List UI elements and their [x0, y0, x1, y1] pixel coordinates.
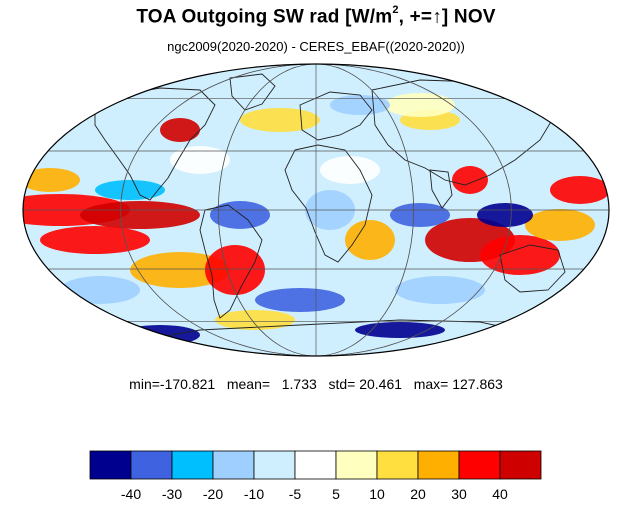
anomaly-patch: [320, 156, 380, 184]
colorbar-box: [130, 450, 173, 480]
colorbar-tick-label: 20: [410, 486, 426, 502]
coastline-india: [429, 169, 453, 209]
plot-subtitle: ngc2009(2020-2020) - CERES_EBAF((2020-20…: [167, 39, 465, 54]
colorbar-labels: -40 -30 -20 -10 -5 5 10 20 30 40: [121, 486, 508, 502]
map-outline: [22, 63, 610, 357]
stat-min-value: -170.821: [159, 376, 216, 392]
anomaly-patch: [345, 220, 395, 260]
colorbar-box: [458, 450, 501, 480]
colorbar-box: [253, 450, 296, 480]
coastline-greenland: [229, 73, 276, 111]
stat-mean-value: 1.733: [281, 376, 317, 392]
colorbar-tick-label: -20: [203, 486, 223, 502]
anomaly-patch: [330, 95, 390, 115]
stat-std-label: std=: [328, 376, 356, 392]
anomaly-patch: [40, 226, 150, 254]
colorbar-boxes: [89, 450, 542, 480]
anomaly-patch: [210, 201, 270, 229]
colorbar-box: [89, 450, 132, 480]
stat-mean-label: mean=: [226, 376, 271, 392]
colorbar-tick-label: 5: [332, 486, 340, 502]
plot-title: TOA Outgoing SW rad [W/m2, +=↑] NOV: [0, 4, 632, 28]
colorbar-box: [417, 450, 460, 480]
colorbar-box: [499, 450, 542, 480]
coastline-north-america: [94, 87, 216, 201]
colorbar-box: [335, 450, 378, 480]
colorbar-tick-label: 10: [369, 486, 385, 502]
coastline-south-america: [199, 204, 263, 319]
stat-max-label: max=: [413, 376, 449, 392]
coastline-australia: [499, 244, 566, 293]
anomaly-patch: [390, 203, 450, 227]
title-text: TOA Outgoing SW rad [W/m: [136, 6, 393, 28]
statistics-line: min=-170.821 mean= 1.733 std= 20.461 max…: [0, 376, 632, 392]
meridian-line: [120, 64, 512, 356]
colorbar-tick-label: -5: [289, 486, 302, 502]
title-superscript: 2: [392, 4, 399, 16]
colorbar-box: [376, 450, 419, 480]
colorbar-tick-label: -30: [162, 486, 182, 502]
anomaly-patch: [525, 209, 595, 241]
colorbar-tick-label: 40: [492, 486, 508, 502]
title-suffix: , +=↑] NOV: [398, 6, 496, 28]
colorbar-box: [171, 450, 214, 480]
stat-min-label: min=: [129, 376, 160, 392]
anomaly-patch: [480, 235, 560, 275]
anomaly-patch: [130, 252, 230, 288]
colorbar-tick-label: 30: [451, 486, 467, 502]
anomaly-patch: [255, 288, 345, 312]
anomaly-patch: [170, 146, 230, 174]
coastlines: [94, 73, 591, 346]
anomaly-patch: [550, 176, 609, 204]
graticule: [23, 64, 609, 356]
anomaly-patch: [477, 203, 533, 227]
coastline-africa: [284, 144, 373, 263]
anomaly-patch: [95, 180, 165, 200]
anomaly-patch: [395, 276, 485, 304]
anomaly-patch: [215, 310, 295, 330]
coastline-europe: [299, 91, 373, 141]
anomaly-patch: [240, 108, 320, 132]
anomaly-patch: [160, 118, 200, 142]
colorbar-box: [294, 450, 337, 480]
anomaly-patch: [205, 245, 265, 295]
stat-max-value: 127.863: [452, 376, 503, 392]
meridian-line: [217, 64, 415, 356]
anomaly-field: [23, 93, 609, 345]
stat-std-value: 20.461: [359, 376, 403, 392]
anomaly-patch: [23, 168, 80, 192]
anomaly-patch: [355, 322, 445, 338]
anomaly-patch: [80, 201, 200, 229]
anomaly-patch: [452, 166, 488, 194]
colorbar-tick-label: -10: [244, 486, 264, 502]
colorbar-box: [212, 450, 255, 480]
colorbar-tick-label: -40: [121, 486, 141, 502]
